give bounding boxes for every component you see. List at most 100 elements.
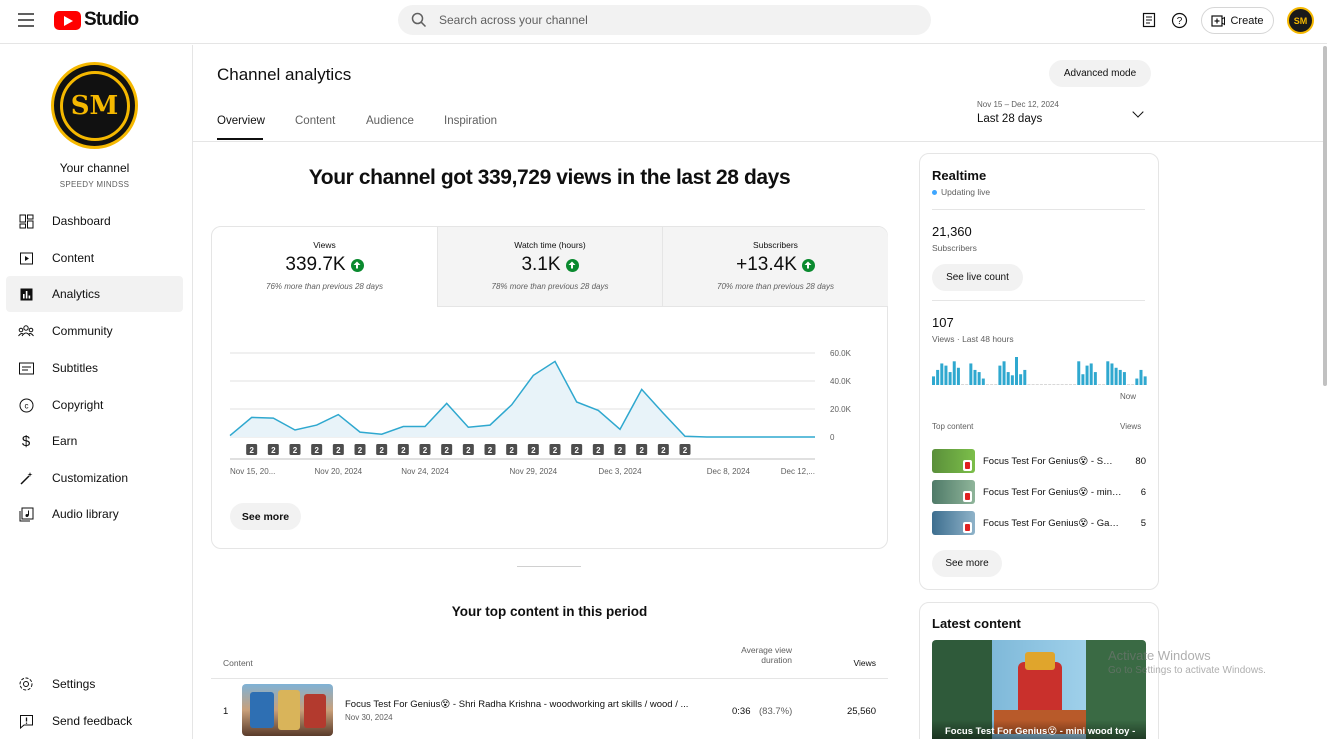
advanced-mode-button[interactable]: Advanced mode [1049,60,1151,87]
video-thumbnail [932,511,975,535]
video-marker [571,444,583,455]
create-button[interactable]: Create [1201,7,1274,34]
sidebar-item-analytics[interactable]: Analytics [6,276,183,312]
sidebar-item-dashboard[interactable]: Dashboard [6,203,183,239]
studio-logo[interactable]: Studio [54,9,139,31]
see-more-button[interactable]: See more [230,503,301,530]
help-icon[interactable]: ? [1169,10,1189,30]
sidebar-item-settings[interactable]: Settings [6,666,183,702]
video-marker [657,444,669,455]
column-header-avd[interactable]: Average view duration [692,645,792,665]
data-point [444,400,450,406]
sidebar-item-label: Community [52,324,113,338]
sidebar-item-label: Audio library [52,507,119,521]
sidebar-item-customization[interactable]: Customization [6,460,183,496]
x-tick-label: Nov 15, 20... [230,467,275,476]
metric-label: Watch time (hours) [514,240,586,250]
data-point [574,399,580,405]
avatar-initials: SM [1293,15,1308,26]
video-marker [289,444,301,455]
realtime-see-more-button[interactable]: See more [932,550,1002,577]
video-marker [441,444,453,455]
top-content-label: Top content [932,422,974,431]
data-point [725,434,731,440]
realtime-subs-value: 21,360 [932,224,972,239]
top-content-views: 5 [1140,518,1146,529]
video-marker-label: 2 [553,446,558,455]
views-area [230,361,815,437]
realtime-bar [944,365,948,385]
search-bar[interactable] [398,5,931,35]
live-dot-icon [932,189,937,195]
tab-inspiration[interactable]: Inspiration [444,115,498,127]
realtime-card: Realtime Updating live 21,360 Subscriber… [919,153,1159,590]
sidebar-item-audio-library[interactable]: Audio library [6,496,183,532]
data-point [270,415,276,421]
section-divider [517,566,581,567]
table-row[interactable]: 1 Focus Test For Genius😵 - Shri Radha Kr… [211,683,888,739]
search-input[interactable] [439,13,909,27]
metric-views[interactable]: Views 339.7K 76% more than previous 28 d… [212,227,438,307]
video-marker-label: 2 [358,446,363,455]
data-point [595,407,601,413]
page-scrollbar[interactable] [1323,46,1327,386]
period-selector[interactable]: Last 28 days [977,113,1043,125]
video-thumbnail[interactable] [242,684,333,736]
latest-video-thumbnail[interactable]: Focus Test For Genius😵 - mini wood toy - [932,640,1146,739]
y-tick-label: 0 [830,433,835,442]
sidebar-item-earn[interactable]: $ Earn [6,423,183,459]
list-item[interactable]: Focus Test For Genius😵 - Game - woodwork… [920,511,1160,537]
realtime-bar [1127,384,1131,385]
sidebar-item-content[interactable]: Content [6,240,183,276]
realtime-bar [1060,384,1064,385]
video-marker [636,444,648,455]
tab-audience[interactable]: Audience [366,115,414,127]
x-tick-label: Dec 3, 2024 [598,467,642,476]
help-docs-icon[interactable] [1139,10,1159,30]
realtime-bar [1006,372,1010,385]
video-marker-label: 2 [509,446,514,455]
windows-watermark-title: Activate Windows [1108,648,1211,663]
divider [932,209,1145,210]
video-marker-label: 2 [661,446,666,455]
date-range[interactable]: Nov 15 – Dec 12, 2024 [977,100,1059,109]
video-marker-label: 2 [401,446,406,455]
views-headline: Your channel got 339,729 views in the la… [308,166,791,189]
y-tick-label: 20.0K [830,405,852,414]
metric-subscribers[interactable]: Subscribers +13.4K 70% more than previou… [663,227,888,307]
list-item[interactable]: Focus Test For Genius😵 - mini wood toy -… [920,480,1160,506]
realtime-bar [1143,376,1147,385]
column-header-avd-line1: Average view [741,645,792,655]
list-item[interactable]: Focus Test For Genius😵 - Shri Radha Kris… [920,449,1160,475]
channel-avatar[interactable]: SM [51,62,138,149]
realtime-bar [961,384,965,385]
data-point [379,431,385,437]
sidebar-item-label: Dashboard [52,214,111,228]
sidebar-item-send-feedback[interactable]: Send feedback [6,703,183,739]
realtime-bar [1073,384,1077,385]
sidebar-item-label: Copyright [52,398,104,412]
tab-overview[interactable]: Overview [217,115,265,127]
views-chart[interactable]: 60.0K 40.0K 20.0K 0 2 2 2 2 2 2 2 2 2 2 2 2 2 2 2 2 2 2 2 2 2 Nov… [212,339,872,499]
metric-watch-time[interactable]: Watch time (hours) 3.1K 78% more than pr… [438,227,663,307]
video-marker-label: 2 [249,446,254,455]
create-video-icon [1211,14,1226,27]
channel-avatar-logo: SM [59,70,130,141]
chevron-down-icon[interactable] [1132,106,1144,118]
row-video-title[interactable]: Focus Test For Genius😵 - Shri Radha Kris… [345,699,689,710]
menu-icon[interactable] [18,13,34,27]
tab-content[interactable]: Content [295,115,336,127]
video-marker [332,444,344,455]
realtime-bar [940,363,944,385]
sidebar-item-subtitles[interactable]: Subtitles [6,350,183,386]
column-header-content[interactable]: Content [223,658,253,668]
sidebar-item-community[interactable]: Community [6,313,183,349]
see-live-count-button[interactable]: See live count [932,264,1023,291]
column-header-views[interactable]: Views [853,658,876,668]
sidebar-item-copyright[interactable]: c Copyright [6,387,183,423]
realtime-bar-chart[interactable] [932,356,1148,386]
table-header-divider [211,678,888,679]
top-content-title: Your top content in this period [451,604,648,619]
account-avatar[interactable]: SM [1287,7,1314,34]
community-icon [16,324,36,338]
